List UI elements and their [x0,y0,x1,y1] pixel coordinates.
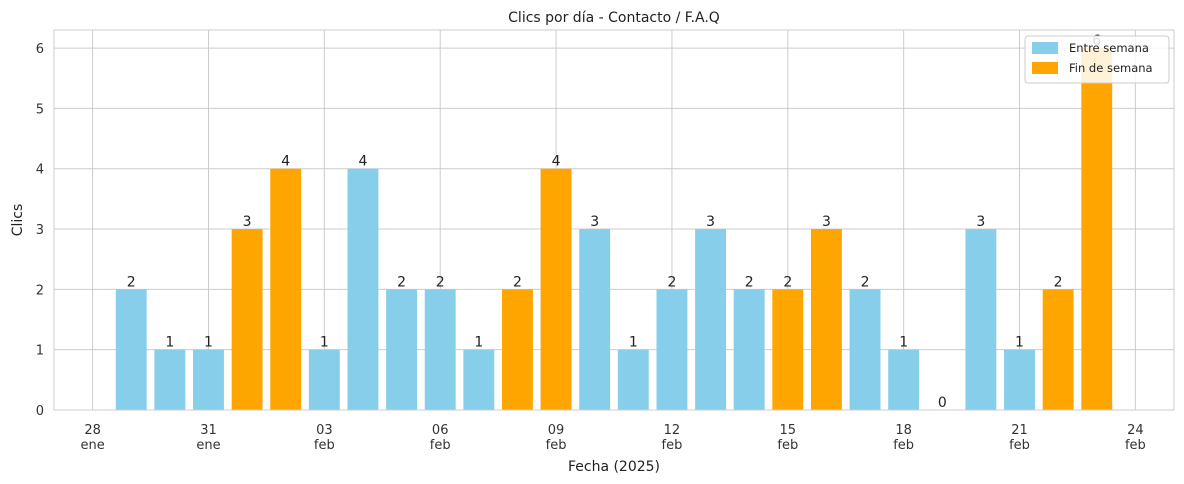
data-label: 2 [745,274,754,290]
legend-label-weekday: Entre semana [1069,41,1149,55]
data-label: 1 [629,335,638,351]
y-tick-label: 4 [36,163,44,178]
y-tick-label: 6 [36,42,44,57]
bar [1042,289,1074,410]
x-tick-label-day: 24 [1127,423,1144,438]
data-label: 1 [1015,335,1024,351]
bar [1081,48,1113,410]
data-label: 3 [243,214,252,230]
bar [656,289,688,410]
data-label: 4 [552,154,561,170]
bar [502,289,533,410]
x-tick-label-month: feb [314,438,335,453]
legend-swatch-weekday [1032,42,1058,54]
bars [115,48,1113,410]
data-label: 1 [474,335,483,351]
legend-label-weekend: Fin de semana [1069,61,1153,75]
plot-frame [53,29,1175,411]
bar [270,168,302,410]
x-tick-label-day: 15 [780,423,797,438]
legend-swatch-weekend [1032,62,1058,74]
bar [540,168,572,410]
bar [888,349,920,410]
bar [695,229,726,410]
y-tick-label: 5 [36,102,44,117]
y-tick-label: 3 [36,223,44,238]
x-tick-label-day: 21 [1011,423,1028,438]
chart-title: Clics por día - Contacto / F.A.Q [508,10,720,26]
data-label: 3 [706,214,715,230]
y-tick-label: 2 [36,283,44,298]
y-axis-label: Clics [10,204,26,237]
data-label: 1 [204,335,213,351]
y-axis: 0 1 2 3 4 5 6 [36,42,44,419]
bar [115,289,147,410]
legend: Entre semana Fin de semana [1024,35,1170,84]
data-label: 2 [667,274,676,290]
bar [347,168,379,410]
data-label: 2 [397,274,406,290]
x-tick-label-month: ene [196,438,220,453]
x-tick-label-month: ene [80,438,104,453]
x-tick-label-month: feb [1009,438,1030,453]
bar [463,349,495,410]
x-tick-label-month: feb [546,438,567,453]
data-label: 3 [976,214,985,230]
bar [308,349,340,410]
bar [579,229,611,410]
bar [193,349,224,410]
data-label: 3 [590,214,599,230]
x-axis: 28ene31ene03feb06feb09feb12feb15feb18feb… [80,423,1145,453]
x-tick-label-month: feb [430,438,451,453]
data-label: 4 [281,154,290,170]
y-tick-label: 1 [36,344,44,359]
bar [1004,349,1035,410]
bar [386,289,418,410]
bar [617,349,649,410]
data-label: 3 [822,214,831,230]
x-tick-label-month: feb [777,438,798,453]
bar [772,289,804,410]
data-label: 1 [165,335,174,351]
bar [733,289,765,410]
data-label: 0 [938,395,947,411]
x-tick-label-day: 09 [548,423,565,438]
x-tick-label-month: feb [1125,438,1146,453]
data-label: 2 [513,274,522,290]
data-label: 2 [783,274,792,290]
bar [231,229,263,410]
x-axis-label: Fecha (2025) [568,459,660,475]
x-tick-label-day: 06 [432,423,449,438]
bar [154,349,186,410]
data-label: 1 [320,335,329,351]
data-label: 2 [436,274,445,290]
bar [849,289,881,410]
x-tick-label-day: 12 [664,423,681,438]
x-tick-label-day: 31 [200,423,217,438]
bar [810,229,842,410]
y-tick-label: 0 [36,404,44,419]
x-tick-label-month: feb [893,438,914,453]
data-label: 1 [899,335,908,351]
data-label: 2 [861,274,870,290]
data-label: 4 [359,154,368,170]
data-label: 2 [127,274,136,290]
x-tick-label-day: 28 [84,423,101,438]
bar [965,229,997,410]
legend-box [1024,35,1170,84]
data-label: 2 [1054,274,1063,290]
x-tick-label-day: 18 [895,423,912,438]
x-tick-label-day: 03 [316,423,333,438]
bar [424,289,456,410]
x-tick-label-month: feb [662,438,683,453]
